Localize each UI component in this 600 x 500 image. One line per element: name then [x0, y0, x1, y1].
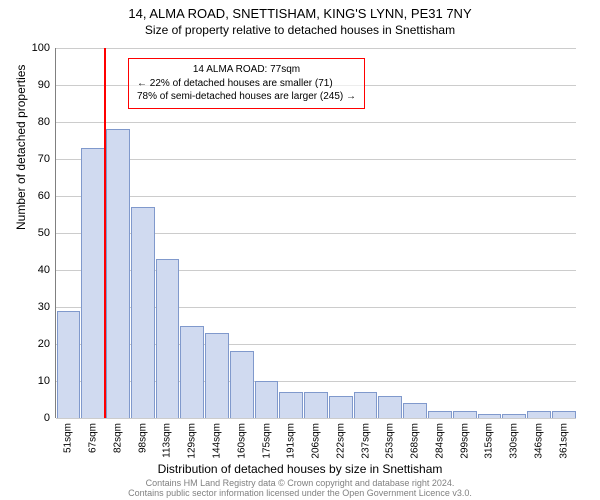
y-tick-label: 100	[32, 42, 50, 54]
x-tick-label: 237sqm	[360, 423, 371, 459]
bar: 51sqm	[57, 311, 81, 418]
x-tick-label: 253sqm	[385, 423, 396, 459]
x-tick-label: 191sqm	[286, 423, 297, 459]
page-title: 14, ALMA ROAD, SNETTISHAM, KING'S LYNN, …	[0, 0, 600, 21]
bar: 315sqm	[478, 414, 502, 418]
x-tick-label: 160sqm	[236, 423, 247, 459]
annotation-line-3: 78% of semi-detached houses are larger (…	[137, 90, 356, 104]
annotation-line-1: 14 ALMA ROAD: 77sqm	[137, 63, 356, 77]
footer-line-2: Contains public sector information licen…	[0, 488, 600, 498]
bar: 160sqm	[230, 351, 254, 418]
bar: 237sqm	[354, 392, 378, 418]
x-tick-label: 82sqm	[112, 423, 123, 453]
x-tick-label: 299sqm	[459, 423, 470, 459]
bar: 67sqm	[81, 148, 105, 418]
x-tick-label: 222sqm	[335, 423, 346, 459]
bar: 330sqm	[502, 414, 526, 418]
bar: 268sqm	[403, 403, 427, 418]
plot-region: 0102030405060708090100 51sqm67sqm82sqm98…	[56, 48, 576, 418]
bar: 346sqm	[527, 411, 551, 418]
y-tick-label: 30	[38, 301, 50, 313]
x-axis-label: Distribution of detached houses by size …	[0, 462, 600, 476]
y-tick-label: 80	[38, 116, 50, 128]
bar: 191sqm	[279, 392, 303, 418]
y-axis-label: Number of detached properties	[14, 65, 28, 230]
bar: 284sqm	[428, 411, 452, 418]
x-tick-label: 129sqm	[187, 423, 198, 459]
bar: 222sqm	[329, 396, 353, 418]
y-tick-label: 20	[38, 338, 50, 350]
y-tick-label: 70	[38, 153, 50, 165]
bar: 113sqm	[156, 259, 180, 418]
x-tick-label: 346sqm	[533, 423, 544, 459]
footer-line-1: Contains HM Land Registry data © Crown c…	[0, 478, 600, 488]
x-tick-label: 330sqm	[509, 423, 520, 459]
y-tick-label: 10	[38, 375, 50, 387]
bar: 253sqm	[378, 396, 402, 418]
y-tick-label: 90	[38, 79, 50, 91]
y-tick-label: 40	[38, 264, 50, 276]
x-tick-label: 361sqm	[558, 423, 569, 459]
annotation-line-2: ← 22% of detached houses are smaller (71…	[137, 77, 356, 91]
x-tick-label: 113sqm	[162, 423, 173, 458]
annotation-box: 14 ALMA ROAD: 77sqm ← 22% of detached ho…	[128, 58, 365, 109]
x-tick-label: 268sqm	[410, 423, 421, 459]
bar: 206sqm	[304, 392, 328, 418]
bar: 129sqm	[180, 326, 204, 419]
x-tick-label: 98sqm	[137, 423, 148, 453]
y-tick-label: 50	[38, 227, 50, 239]
bar: 175sqm	[255, 381, 279, 418]
y-tick-label: 60	[38, 190, 50, 202]
gridline	[56, 418, 576, 419]
page-subtitle: Size of property relative to detached ho…	[0, 21, 600, 37]
x-tick-label: 284sqm	[434, 423, 445, 459]
x-tick-label: 51sqm	[63, 423, 74, 453]
bar: 299sqm	[453, 411, 477, 418]
x-tick-label: 315sqm	[484, 423, 495, 459]
bar: 361sqm	[552, 411, 576, 418]
bar: 144sqm	[205, 333, 229, 418]
x-tick-label: 144sqm	[211, 423, 222, 459]
footer-attribution: Contains HM Land Registry data © Crown c…	[0, 478, 600, 498]
x-tick-label: 67sqm	[88, 423, 99, 453]
bar: 98sqm	[131, 207, 155, 418]
x-tick-label: 175sqm	[261, 423, 272, 459]
y-tick-label: 0	[44, 412, 50, 424]
property-marker-line	[104, 48, 106, 418]
bar: 82sqm	[106, 129, 130, 418]
x-tick-label: 206sqm	[311, 423, 322, 459]
chart-area: 0102030405060708090100 51sqm67sqm82sqm98…	[56, 48, 576, 418]
